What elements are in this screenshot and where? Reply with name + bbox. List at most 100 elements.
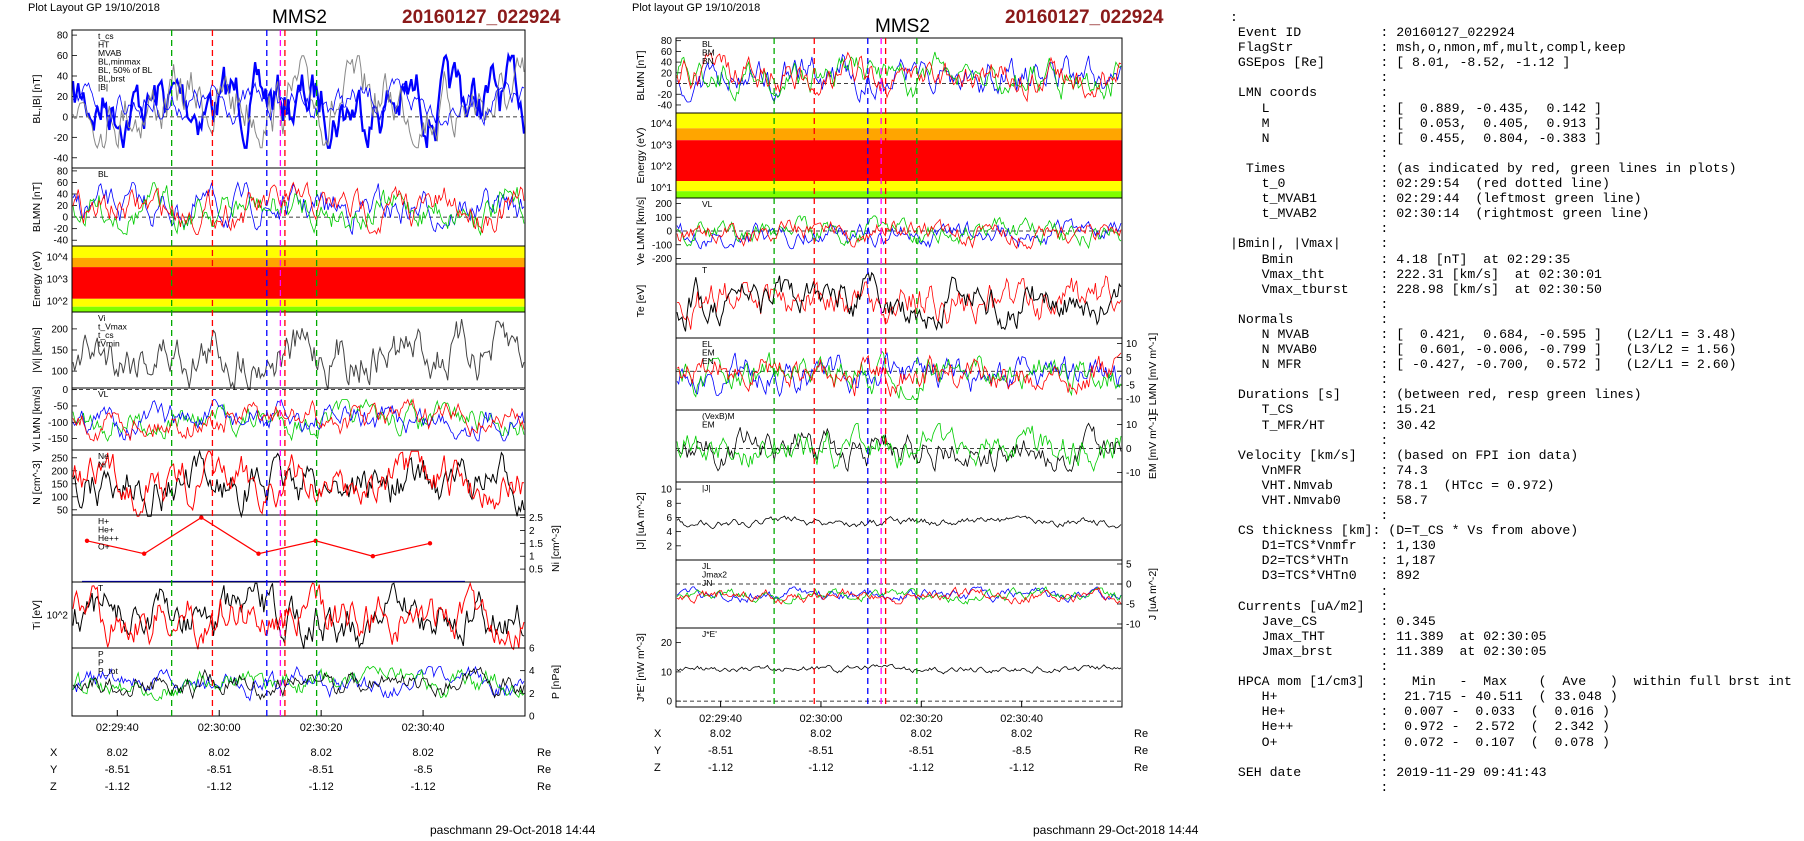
y-tick-label: 10^2 xyxy=(47,611,69,622)
spectrogram-band-lower-energy xyxy=(72,298,525,307)
series-trace xyxy=(72,582,525,649)
right-spacecraft-title: MMS2 xyxy=(875,16,930,37)
legend-entry: Ne xyxy=(98,451,109,461)
y-tick-label: 2.5 xyxy=(529,513,543,524)
y-tick-label: 0 xyxy=(1126,444,1132,455)
y-axis-label: EM [mV m^-1] xyxy=(1147,413,1159,479)
right-time-tick-label: 02:29:40 xyxy=(699,713,742,725)
y-tick-label: 250 xyxy=(51,453,68,464)
right-ephemeris-value: 8.02 xyxy=(911,728,932,740)
y-tick-label: 200 xyxy=(655,199,672,210)
spectrogram-band-low-flux xyxy=(676,113,1122,129)
y-tick-label: 10^2 xyxy=(47,297,69,308)
y-tick-label: -150 xyxy=(48,434,68,445)
right-ephemeris-value: 8.02 xyxy=(710,728,731,740)
left-ephemeris-value: 8.02 xyxy=(209,747,230,759)
y-tick-label: 40 xyxy=(57,190,69,201)
legend-entry: He++ xyxy=(98,533,119,543)
legend-entry: JL xyxy=(702,561,711,571)
series-trace xyxy=(676,586,1122,604)
series-trace xyxy=(72,398,525,442)
right-time-tick-label: 02:30:40 xyxy=(1000,713,1043,725)
legend-entry: Ni xyxy=(98,460,106,470)
series-trace xyxy=(676,663,1122,675)
legend-entry: P xyxy=(98,649,104,659)
plot-panel-frame xyxy=(675,481,1123,561)
y-tick-label: 0.5 xyxy=(529,565,543,576)
spectrogram-band-lower-energy xyxy=(676,181,1122,192)
y-axis-label: Energy (eV) xyxy=(635,127,647,183)
left-layout-header: Plot Layout GP 19/10/2018 xyxy=(28,2,160,14)
y-tick-label: 20 xyxy=(57,201,69,212)
y-axis-label: N [cm^-3] xyxy=(31,460,43,505)
y-tick-label: 150 xyxy=(51,346,68,357)
legend-entry: J*E' xyxy=(702,629,717,639)
legend-entry: EM xyxy=(702,420,715,430)
plot-panel-frame xyxy=(71,514,526,583)
spectrogram-band-background xyxy=(72,306,525,312)
left-ephemeris-label-x: X xyxy=(50,747,58,759)
series-trace xyxy=(676,422,1122,473)
y-tick-label: -20 xyxy=(54,224,69,235)
y-tick-label: 10 xyxy=(1126,339,1138,350)
legend-entry: P_tot xyxy=(98,666,118,676)
legend-entry: |J| xyxy=(702,483,711,493)
left-ephemeris-unit: Re xyxy=(537,747,551,759)
y-tick-label: 0 xyxy=(666,79,672,90)
y-tick-label: 60 xyxy=(57,51,69,62)
legend-entry: tVmin xyxy=(98,339,120,349)
right-ephemeris-label-z: Z xyxy=(654,762,661,774)
y-tick-label: 0 xyxy=(62,213,68,224)
y-tick-label: -10 xyxy=(1126,394,1141,405)
series-trace xyxy=(676,218,1122,250)
y-tick-label: 150 xyxy=(51,479,68,490)
left-ephemeris-value: -8.51 xyxy=(309,764,334,776)
right-ephemeris-value: -1.12 xyxy=(909,762,934,774)
left-time-tick-label: 02:30:20 xyxy=(300,722,343,734)
y-axis-label: E LMN [mV m^-1] xyxy=(1147,333,1159,416)
y-axis-label: P [nPa] xyxy=(550,665,562,699)
y-tick-label: 2 xyxy=(529,526,535,537)
right-time-tick-label: 02:30:00 xyxy=(800,713,843,725)
y-tick-label: 80 xyxy=(661,36,673,47)
y-axis-label: Ti [eV] xyxy=(31,600,43,630)
legend-entry: Vi xyxy=(98,313,106,323)
legend-entry: (VexB)M xyxy=(702,411,735,421)
y-tick-label: 50 xyxy=(57,505,69,516)
y-tick-label: 6 xyxy=(666,513,672,524)
y-axis-label: BLMN [nT] xyxy=(31,182,43,232)
left-ephemeris-value: -8.51 xyxy=(105,764,130,776)
y-tick-label: 0 xyxy=(1126,367,1132,378)
legend-entry: EL xyxy=(702,339,713,349)
right-ephemeris-value: -1.12 xyxy=(1009,762,1034,774)
left-ephemeris-unit: Re xyxy=(537,781,551,793)
series-trace xyxy=(72,581,525,651)
y-tick-label: -5 xyxy=(1126,381,1135,392)
y-tick-label: -50 xyxy=(54,401,69,412)
spectrogram-band-low-flux xyxy=(72,246,525,258)
series-trace xyxy=(72,449,525,519)
y-tick-label: -40 xyxy=(54,153,69,164)
plot-panel-frame xyxy=(71,449,526,516)
energy-spectrogram-10 xyxy=(676,113,1122,198)
left-footer: paschmann 29-Oct-2018 14:44 xyxy=(430,823,596,837)
legend-entry: HT xyxy=(98,40,109,50)
right-ephemeris-value: 8.02 xyxy=(810,728,831,740)
legend-entry: T xyxy=(702,265,707,275)
left-time-tick-label: 02:29:40 xyxy=(96,722,139,734)
series-trace xyxy=(71,51,526,149)
series-trace xyxy=(72,450,525,517)
y-tick-label: 100 xyxy=(51,367,68,378)
y-tick-label: 10^4 xyxy=(47,253,69,264)
legend-entry: BL, 50% of BL xyxy=(98,65,153,75)
series-trace xyxy=(72,398,525,442)
series-trace xyxy=(676,352,1122,398)
series-trace xyxy=(676,586,1122,605)
y-tick-label: 40 xyxy=(57,72,69,83)
series-trace xyxy=(676,515,1122,530)
right-ephemeris-unit: Re xyxy=(1134,762,1148,774)
series-trace xyxy=(676,53,1122,104)
series-trace xyxy=(677,350,1122,400)
y-tick-label: 200 xyxy=(51,466,68,477)
y-tick-label: 100 xyxy=(51,492,68,503)
